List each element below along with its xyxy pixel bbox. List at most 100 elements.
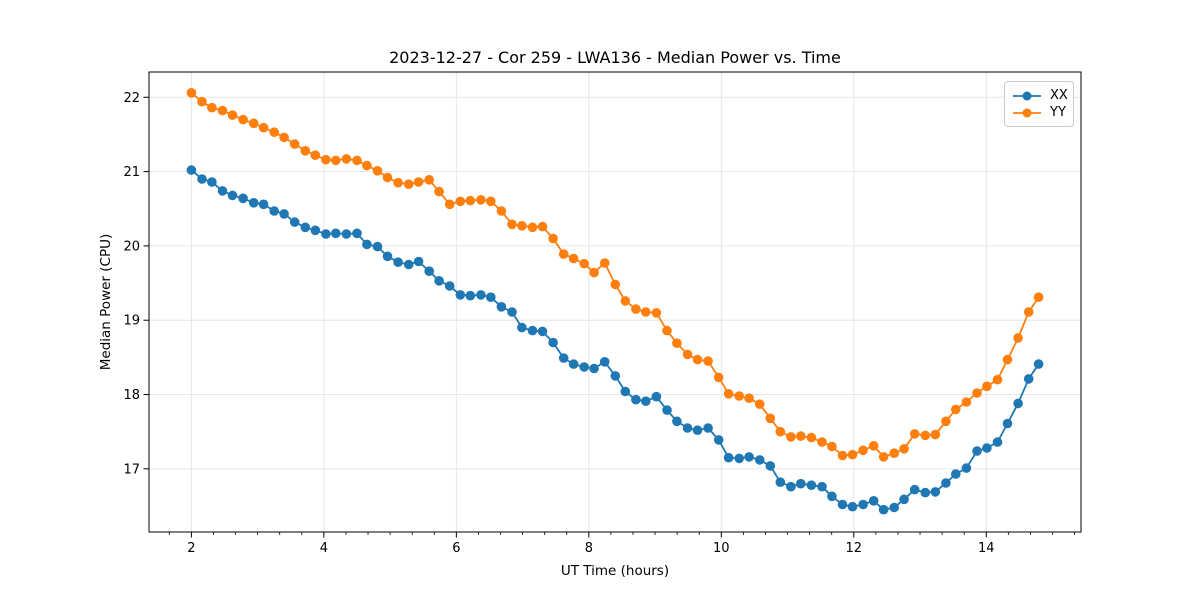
- data-point-xx: [899, 494, 909, 505]
- data-point-xx: [1033, 359, 1044, 369]
- y-tick-label: 21: [123, 165, 140, 180]
- data-point-xx: [662, 405, 672, 415]
- data-point-yy: [393, 177, 403, 188]
- data-point-yy: [496, 206, 507, 216]
- data-point-xx: [765, 461, 776, 471]
- series-line-xx: [190, 169, 1040, 511]
- data-point-xx: [847, 501, 858, 512]
- data-point-yy: [775, 426, 786, 437]
- data-point-xx: [992, 437, 1003, 447]
- data-point-xx: [786, 481, 796, 492]
- data-point-yy: [403, 179, 414, 189]
- data-point-xx: [476, 290, 486, 300]
- y-tick-label: 18: [123, 388, 140, 403]
- data-point-xx: [507, 307, 517, 317]
- data-point-yy: [620, 296, 631, 306]
- data-point-yy: [558, 249, 569, 259]
- data-point-xx: [734, 453, 744, 464]
- data-point-yy: [941, 416, 951, 427]
- data-point-xx: [682, 423, 693, 433]
- data-point-xx: [775, 477, 786, 488]
- data-point-xx: [1013, 398, 1023, 409]
- data-point-yy: [300, 146, 311, 156]
- data-point-xx: [806, 480, 817, 491]
- data-point-yy: [424, 175, 435, 185]
- data-point-yy: [899, 444, 909, 454]
- y-tick-label: 19: [123, 314, 140, 329]
- data-point-xx: [403, 259, 414, 270]
- data-point-xx: [548, 337, 558, 348]
- data-point-yy: [806, 432, 817, 443]
- data-point-xx: [961, 463, 972, 473]
- data-point-xx: [672, 416, 682, 427]
- data-point-yy: [682, 349, 693, 360]
- data-point-yy: [713, 372, 724, 383]
- data-point-xx: [713, 435, 724, 445]
- data-point-xx: [558, 353, 569, 363]
- data-point-yy: [651, 308, 662, 318]
- data-point-xx: [382, 251, 393, 262]
- data-point-xx: [207, 177, 217, 187]
- data-point-yy: [517, 221, 527, 231]
- data-point-xx: [186, 165, 197, 175]
- data-point-xx: [579, 362, 589, 372]
- data-point-xx: [599, 357, 610, 367]
- y-tick-label: 20: [123, 239, 140, 254]
- data-point-xx: [651, 391, 662, 402]
- legend: XX YY: [1004, 81, 1074, 127]
- data-point-xx: [496, 302, 507, 312]
- data-point-xx: [269, 206, 280, 216]
- data-point-xx: [310, 225, 321, 236]
- data-point-yy: [786, 432, 796, 442]
- legend-item-yy: YY: [1012, 104, 1066, 121]
- data-point-yy: [527, 222, 538, 233]
- x-tick-label: 14: [978, 541, 995, 556]
- legend-label-yy: YY: [1050, 105, 1066, 120]
- data-point-xx: [227, 190, 238, 201]
- data-point-yy: [837, 450, 848, 461]
- chart-title: 2023-12-27 - Cor 259 - LWA136 - Median P…: [389, 48, 841, 67]
- data-point-xx: [631, 394, 641, 405]
- y-axis-label: Median Power (CPU): [98, 233, 114, 371]
- data-point-xx: [868, 496, 879, 506]
- data-point-yy: [310, 150, 321, 160]
- data-point-yy: [352, 155, 362, 166]
- data-point-yy: [951, 404, 961, 415]
- data-point-xx: [424, 266, 435, 277]
- data-point-xx: [878, 504, 889, 515]
- data-point-xx: [982, 443, 992, 453]
- data-point-xx: [1002, 418, 1013, 429]
- data-point-yy: [486, 196, 496, 207]
- data-point-xx: [744, 452, 754, 462]
- data-point-yy: [744, 393, 754, 404]
- legend-label-xx: XX: [1050, 88, 1068, 103]
- data-point-xx: [909, 484, 920, 495]
- data-point-yy: [868, 441, 879, 451]
- data-point-xx: [972, 446, 982, 456]
- x-tick-label: 4: [320, 541, 328, 556]
- data-point-yy: [238, 114, 248, 125]
- data-point-yy: [641, 307, 651, 317]
- data-point-yy: [692, 354, 703, 365]
- data-point-yy: [1033, 292, 1044, 303]
- data-point-xx: [352, 228, 362, 239]
- data-point-yy: [765, 413, 776, 424]
- data-point-yy: [207, 102, 217, 113]
- data-point-yy: [858, 445, 868, 456]
- data-point-yy: [703, 356, 713, 366]
- data-point-xx: [279, 209, 289, 219]
- data-point-yy: [279, 132, 289, 143]
- data-point-xx: [248, 198, 259, 208]
- data-point-xx: [321, 229, 331, 239]
- data-point-yy: [289, 139, 300, 149]
- data-point-xx: [393, 257, 403, 268]
- data-point-yy: [589, 267, 599, 278]
- data-point-yy: [269, 127, 280, 137]
- data-point-xx: [703, 423, 713, 433]
- data-point-xx: [723, 452, 734, 463]
- data-point-yy: [537, 221, 548, 232]
- legend-line-marker-xx-icon: [1013, 91, 1041, 100]
- x-axis-label: UT Time (hours): [560, 563, 670, 579]
- data-point-yy: [1002, 354, 1013, 365]
- data-point-yy: [382, 172, 393, 183]
